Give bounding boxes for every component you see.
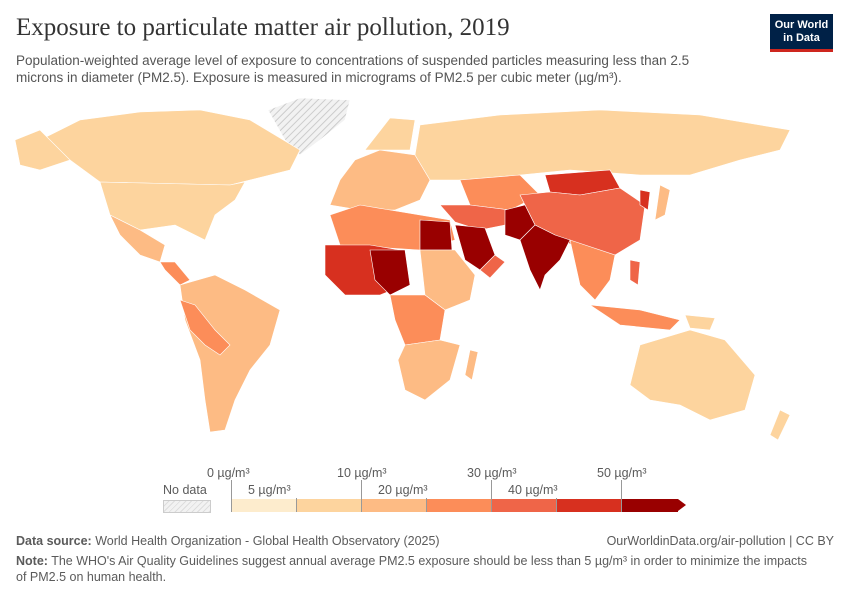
canada	[39, 109, 301, 186]
legend-tick-label: 10 µg/m³	[337, 466, 387, 480]
legend-swatch-5[interactable]	[556, 499, 621, 512]
legend-no-data-label: No data	[163, 483, 207, 497]
alaska	[14, 129, 71, 171]
legend-swatch-0[interactable]	[231, 499, 296, 512]
logo-line-2: in Data	[783, 32, 820, 44]
australia	[629, 329, 756, 421]
southern-africa	[397, 339, 461, 401]
owid-logo[interactable]: Our World in Data	[770, 14, 833, 52]
legend-tick-label: 0 µg/m³	[207, 466, 250, 480]
data-source: Data source: World Health Organization -…	[16, 533, 440, 549]
legend-swatch-3[interactable]	[426, 499, 491, 512]
egypt-libya	[419, 219, 453, 251]
logo-line-1: Our World	[774, 19, 829, 31]
japan	[654, 184, 671, 221]
legend-tick	[296, 498, 297, 499]
central-america	[159, 261, 191, 286]
legend-swatch-2[interactable]	[361, 499, 426, 512]
legend-swatch-4[interactable]	[491, 499, 556, 512]
png	[684, 314, 716, 331]
legend-tick-label: 40 µg/m³	[508, 483, 558, 497]
scandinavia	[364, 117, 416, 151]
legend-tick-label: 30 µg/m³	[467, 466, 517, 480]
chart-subtitle: Population-weighted average level of exp…	[16, 53, 690, 85]
legend-tick	[621, 480, 622, 499]
legend-arrow	[678, 499, 686, 511]
legend-tick-label: 50 µg/m³	[597, 466, 647, 480]
india	[519, 224, 571, 291]
legend-tick	[426, 498, 427, 499]
legend-tick	[556, 498, 557, 499]
legend-tick-label: 5 µg/m³	[248, 483, 291, 497]
oman-yemen	[479, 254, 506, 279]
peru-bolivia	[179, 299, 231, 356]
new-zealand	[769, 409, 791, 441]
south-america	[179, 274, 281, 433]
world-map[interactable]	[0, 95, 850, 455]
legend-swatch-1[interactable]	[296, 499, 361, 512]
southeast-asia	[569, 239, 616, 301]
madagascar	[464, 349, 479, 381]
source-text[interactable]: World Health Organization - Global Healt…	[95, 534, 440, 548]
legend-tick	[231, 480, 232, 499]
russia	[414, 109, 791, 181]
philippines	[629, 259, 641, 286]
legend-no-data-swatch[interactable]	[163, 500, 211, 513]
legend-tick-label: 20 µg/m³	[378, 483, 428, 497]
sahel	[369, 249, 411, 296]
note-label: Note:	[16, 554, 48, 568]
korea	[639, 189, 651, 211]
source-label: Data source:	[16, 534, 92, 548]
legend-swatch-6[interactable]	[621, 499, 678, 512]
source-url[interactable]: OurWorldinData.org/air-pollution | CC BY	[606, 534, 834, 548]
note-text: The WHO's Air Quality Guidelines suggest…	[16, 554, 807, 584]
chart-title: Exposure to particulate matter air pollu…	[16, 14, 510, 41]
note: Note: The WHO's Air Quality Guidelines s…	[16, 553, 816, 585]
indonesia	[589, 304, 681, 331]
europe	[329, 149, 431, 211]
legend-tick	[491, 480, 492, 499]
legend-tick	[361, 480, 362, 499]
